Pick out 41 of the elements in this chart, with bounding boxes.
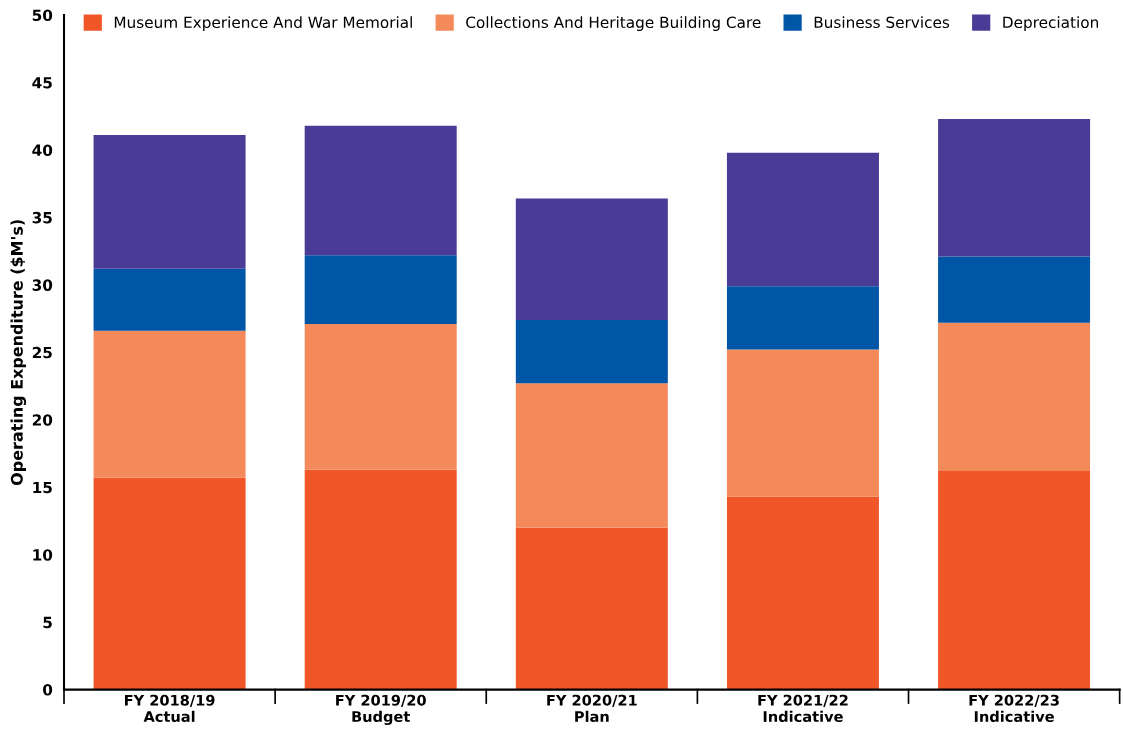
bar — [938, 471, 1091, 690]
y-tick-label: 15 — [33, 481, 52, 494]
y-tick-label: 35 — [32, 211, 52, 224]
bar — [938, 322, 1091, 472]
bar — [726, 152, 879, 287]
bar — [515, 198, 668, 320]
bar — [515, 527, 668, 690]
bar — [93, 477, 246, 690]
y-tick-label: 0 — [43, 684, 53, 696]
y-tick-label: 50 — [32, 9, 53, 22]
legend-label: Collections And Heritage Building Care — [466, 16, 761, 31]
bar — [938, 118, 1091, 257]
y-tick-label: 25 — [32, 346, 52, 359]
bar — [304, 255, 457, 324]
y-tick-label: 5 — [43, 616, 52, 629]
y-tick-label: 20 — [32, 414, 53, 426]
y-axis-title: Operating Expenditure ($M's) — [10, 220, 27, 486]
x-tick-label: FY 2019/20 Budget — [336, 694, 426, 725]
bar — [515, 383, 668, 528]
x-tick-label: FY 2018/19 Actual — [125, 694, 215, 723]
legend-label: Museum Experience And War Memorial — [114, 16, 412, 31]
bar — [726, 286, 879, 350]
legend-label: Depreciation — [1003, 16, 1098, 31]
x-tick-label: FY 2020/21 Plan — [547, 694, 637, 723]
bar — [726, 496, 879, 690]
y-tick-label: 30 — [32, 279, 53, 291]
x-tick-label: FY 2022/23 Indicative — [969, 694, 1059, 723]
bar — [726, 349, 879, 497]
bar — [515, 319, 668, 384]
bar — [938, 256, 1091, 323]
bar — [93, 135, 246, 269]
y-tick-label: 40 — [32, 144, 53, 156]
y-tick-label: 10 — [33, 549, 53, 561]
y-tick-label: 45 — [32, 77, 52, 89]
bar — [304, 469, 457, 690]
bar — [304, 323, 457, 470]
bar — [93, 268, 246, 331]
legend-label: Business Services — [814, 16, 950, 29]
bar — [93, 330, 246, 478]
x-tick-label: FY 2021/22 Indicative — [758, 694, 848, 723]
bar — [304, 125, 457, 256]
